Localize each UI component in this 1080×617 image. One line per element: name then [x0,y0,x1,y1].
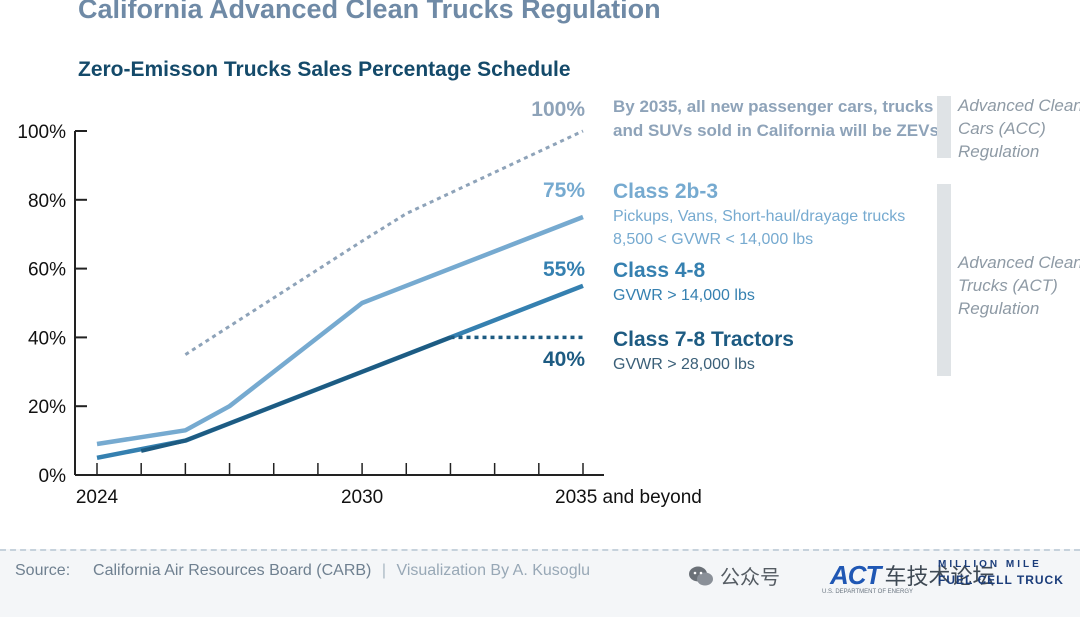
acc-regulation-line-1: Advanced Clean [957,96,1080,115]
series-end-label: 55% [543,258,585,281]
x-tick-label: 2030 [341,487,383,508]
acc-regulation-line-3: Regulation [958,142,1039,161]
act-regulation-line-1: Advanced Clean [957,253,1080,272]
series-line-passenger-cars-trucks-and-suvs [184,129,584,356]
chart-area: 0% 20% 40% 60% 80% 100% 2024 2030 2035 and beyon… [17,96,1080,508]
series-end-label: 40% [543,348,585,371]
x-tick-label: 2035 and beyond [555,487,702,508]
class-7-8-name: Class 7-8 Tractors [613,328,794,351]
class-7-8-desc: GVWR > 28,000 lbs [613,356,755,373]
act-logo: ACT 车技术论坛 MILLION MILE FUEL CELL TRUCK U.… [822,559,1063,595]
act-regulation-line-3: Regulation [958,299,1039,318]
acc-regulation-bar [937,96,951,158]
act-logo-cn: 车技术论坛 [884,564,995,589]
y-tick-label: 80% [28,191,66,212]
class-4-8-name: Class 4-8 [613,259,706,282]
y-tick-label: 60% [28,260,66,281]
class-2b-3-desc-2: 8,500 < GVWR < 14,000 lbs [613,231,813,248]
chart-subtitle: Zero-Emisson Trucks Sales Percentage Sch… [78,58,571,81]
class-2b-3-name: Class 2b-3 [613,180,718,203]
y-tick-label: 20% [28,397,66,418]
source-separator: | [381,562,386,579]
act-regulation-line-2: Trucks (ACT) [958,276,1058,295]
acc-regulation-line-2: Cars (ACC) [958,119,1046,138]
source-value: California Air Resources Board (CARB) [93,562,372,579]
class-4-8-desc: GVWR > 14,000 lbs [613,287,755,304]
acc-annotation-line-1: By 2035, all new passenger cars, trucks [613,97,933,116]
act-logo-line-1: MILLION MILE [938,559,1042,570]
acc-annotation-line-2: and SUVs sold in California will be ZEVs [613,121,939,140]
source-label: Source: [15,562,71,579]
series-line-class-7-8-tractors [140,335,452,453]
page-title: California Advanced Clean Trucks Regulat… [78,0,661,24]
y-tick-label: 100% [17,122,66,143]
watermark: 公众号 [688,561,780,590]
series-end-label: 75% [543,179,585,202]
y-tick-label: 0% [39,466,67,487]
wechat-icon [689,566,713,585]
series-line-class-2b-3 [96,214,584,447]
act-logo-sub: U.S. DEPARTMENT OF ENERGY [822,589,914,595]
x-tick-label: 2024 [76,487,119,508]
class-2b-3-desc-1: Pickups, Vans, Short-haul/drayage trucks [613,208,905,225]
act-regulation-bar [937,184,951,376]
act-logo-line-2: FUEL CELL TRUCK [938,573,1064,587]
y-tick-label: 40% [28,328,66,349]
footer: Source: California Air Resources Board (… [0,549,1080,617]
source-credit: Source: California Air Resources Board (… [15,562,590,580]
act-logo-main: ACT [830,560,881,590]
watermark-text: 公众号 [720,567,780,589]
visualization-credit: Visualization By A. Kusoglu [396,562,591,579]
series-end-label: 100% [531,98,585,121]
